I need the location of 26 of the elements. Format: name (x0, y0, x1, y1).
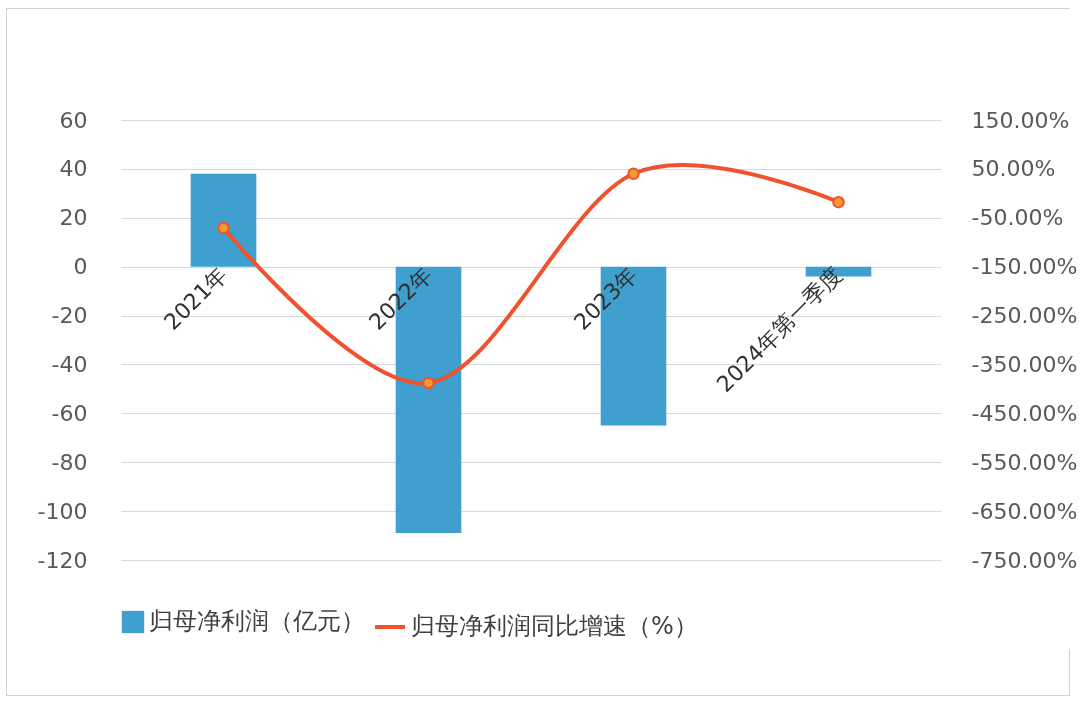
y-tick-label: 20 (59, 205, 88, 231)
point (217, 221, 230, 235)
y-tick-label: -80 (51, 449, 88, 475)
y2-tick-label: -350.00% (971, 351, 1078, 377)
point (627, 167, 640, 181)
y-tick-label: -120 (37, 547, 88, 573)
y2-tick-label: -450.00% (971, 400, 1078, 426)
point (422, 376, 435, 390)
y2-tick-label: -550.00% (971, 449, 1078, 475)
y2-tick-label: -250.00% (971, 303, 1078, 329)
point (832, 195, 845, 209)
y2-tick-label: 50.00% (971, 156, 1056, 182)
y-tick-label: -20 (51, 303, 88, 329)
y-tick-label: -100 (37, 498, 88, 524)
y2-tick-label: -650.00% (971, 498, 1078, 524)
y-tick-label: 0 (73, 254, 88, 280)
y2-tick-label: -150.00% (971, 254, 1078, 280)
y-tick-label: 60 (59, 107, 88, 133)
y-tick-label: 40 (59, 156, 88, 182)
y-tick-label: -60 (51, 400, 88, 426)
y-tick-label: -40 (51, 351, 88, 377)
y2-tick-label: -750.00% (971, 547, 1078, 573)
legend-label: 归母净利润同比增速（%） (411, 612, 698, 640)
y2-tick-label: 150.00% (971, 107, 1070, 133)
legend-label: 归母净利润（亿元） (149, 607, 365, 635)
y2-tick-label: -50.00% (971, 205, 1064, 231)
